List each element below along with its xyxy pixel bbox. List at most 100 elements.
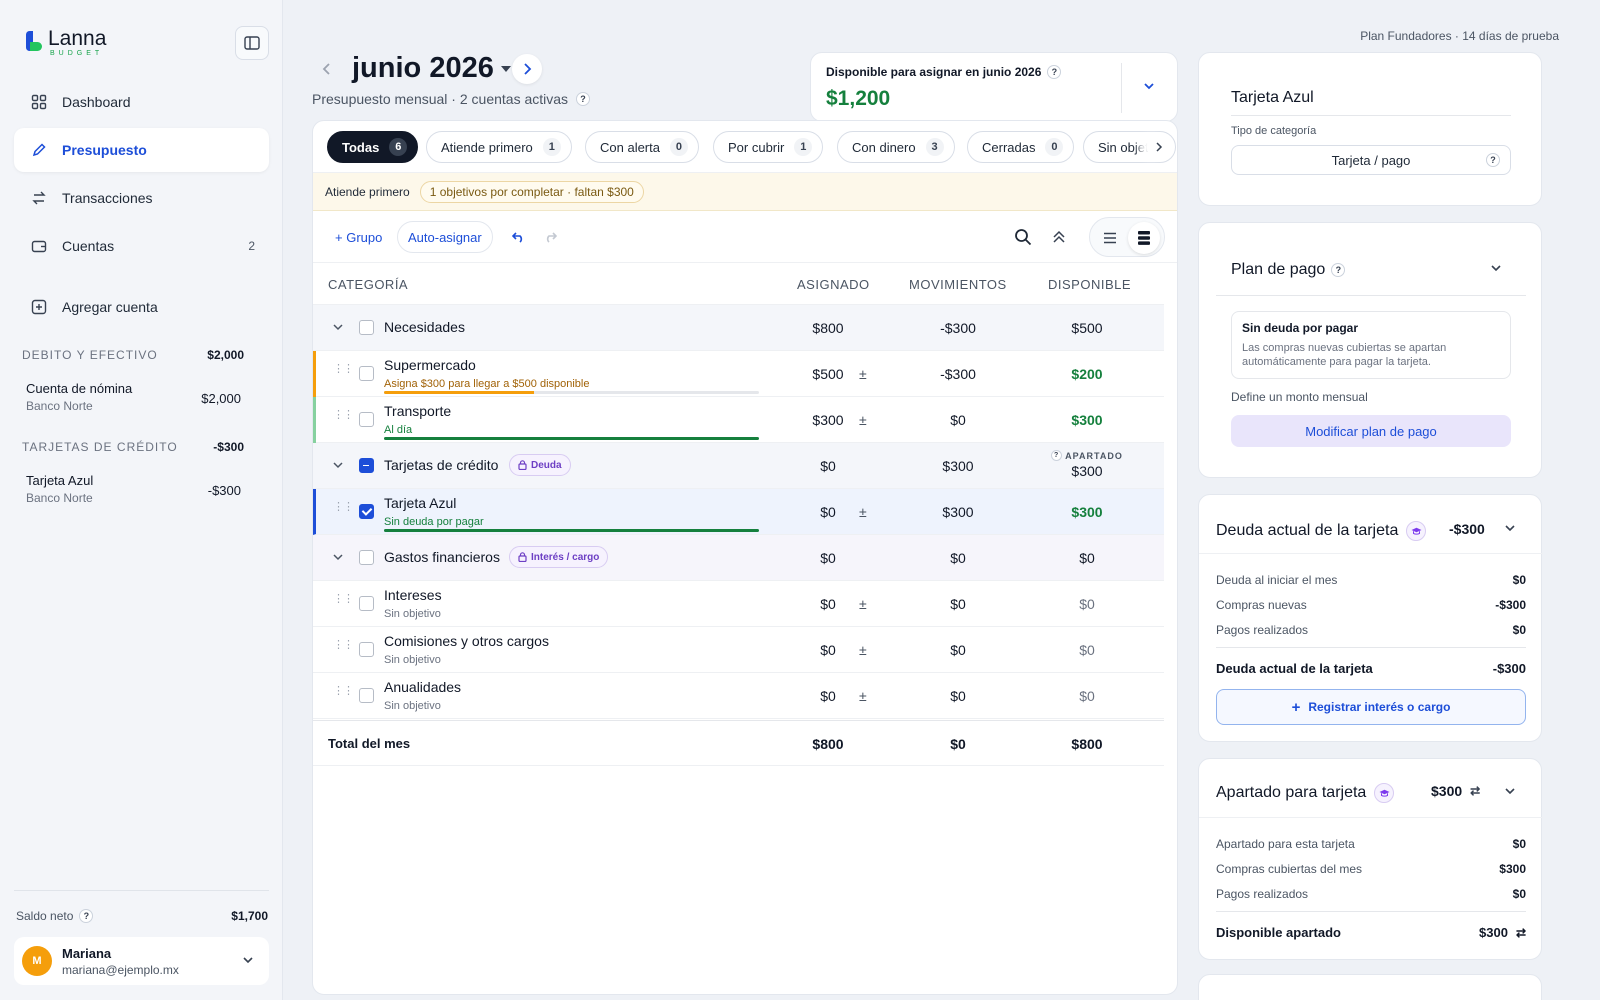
register-interest-button[interactable]: + Registrar interés o cargo — [1216, 689, 1526, 725]
nav-cuentas[interactable]: Cuentas 2 — [14, 224, 269, 268]
assigned-value[interactable]: $0 — [820, 550, 836, 566]
plus-minus-icon[interactable]: ± — [859, 596, 867, 612]
plus-minus-icon[interactable]: ± — [859, 366, 867, 382]
assigned-value[interactable]: $800 — [812, 320, 844, 336]
chevron-down-icon[interactable] — [331, 550, 345, 564]
plus-minus-icon[interactable]: ± — [859, 412, 867, 428]
filter-chip-con-dinero[interactable]: Con dinero 3 — [837, 131, 955, 163]
credit-section-header[interactable]: TARJETAS DE CRÉDITO -$300 — [22, 440, 244, 454]
category-row-anualidades[interactable]: ⋮⋮ Anualidades Sin objetivo $0 ± $0 $0 — [313, 673, 1164, 719]
redo-button[interactable] — [538, 225, 562, 249]
help-icon[interactable]: ? — [1051, 450, 1063, 461]
modify-payment-plan-button[interactable]: Modificar plan de pago — [1231, 415, 1511, 447]
row-checkbox[interactable] — [359, 596, 374, 611]
category-row-comisiones[interactable]: ⋮⋮ Comisiones y otros cargos Sin objetiv… — [313, 627, 1164, 673]
row-checkbox[interactable] — [359, 412, 374, 427]
row-checkbox[interactable] — [359, 642, 374, 657]
sidebar-toggle-button[interactable] — [235, 26, 269, 60]
category-status: Sin deuda por pagar — [384, 516, 484, 528]
filter-chip-todas[interactable]: Todas 6 — [327, 131, 419, 163]
column-available[interactable]: DISPONIBLE — [1048, 277, 1132, 292]
assigned-value[interactable]: $0 — [820, 688, 836, 704]
column-category[interactable]: CATEGORÍA — [328, 277, 409, 292]
drag-handle-icon[interactable]: ⋮⋮ — [333, 639, 354, 651]
chevron-down-icon[interactable] — [331, 320, 345, 334]
help-icon[interactable]: ? — [79, 909, 94, 923]
nav-dashboard[interactable]: Dashboard — [14, 80, 269, 124]
transfer-icon[interactable]: ⇄ — [1470, 784, 1481, 798]
column-activity[interactable]: MOVIMIENTOS — [909, 277, 1007, 292]
add-group-button[interactable]: + Grupo — [335, 229, 383, 245]
filter-chip-por-cubrir[interactable]: Por cubrir 1 — [713, 131, 824, 163]
nav-transacciones[interactable]: Transacciones — [14, 176, 269, 220]
filter-chip-cerradas[interactable]: Cerradas 0 — [967, 131, 1075, 163]
category-type-select[interactable]: Tarjeta / pago ? — [1231, 145, 1511, 175]
category-name: Supermercado — [384, 357, 476, 373]
help-icon[interactable]: ? — [1047, 65, 1062, 79]
row-checkbox[interactable] — [359, 688, 374, 703]
row-checkbox[interactable] — [359, 320, 374, 335]
chevron-down-icon[interactable] — [1503, 521, 1517, 535]
help-icon[interactable]: ? — [1331, 263, 1346, 277]
group-row-tarjetas[interactable]: Tarjetas de crédito Deuda $0 $300 ? APART… — [313, 443, 1164, 489]
row-checkbox[interactable] — [359, 366, 374, 381]
drag-handle-icon[interactable]: ⋮⋮ — [333, 685, 354, 697]
column-assigned[interactable]: ASIGNADO — [797, 277, 870, 292]
assigned-value[interactable]: $0 — [820, 596, 836, 612]
group-row-gastos-financieros[interactable]: Gastos financieros Interés / cargo $0 $0… — [313, 535, 1164, 581]
chevron-down-icon[interactable] — [1503, 784, 1517, 798]
help-icon[interactable]: ? — [576, 92, 591, 106]
assigned-value[interactable]: $500 — [812, 366, 844, 382]
plus-minus-icon[interactable]: ± — [859, 504, 867, 520]
assigned-value[interactable]: $0 — [820, 458, 836, 474]
filter-scroll-button[interactable] — [1147, 135, 1171, 159]
row-checkbox[interactable] — [359, 550, 374, 565]
group-row-necesidades[interactable]: Necesidades $800 -$300 $500 — [313, 305, 1164, 351]
drag-handle-icon[interactable]: ⋮⋮ — [333, 409, 354, 421]
list-view-button[interactable] — [1094, 222, 1126, 254]
filter-chip-con-alerta[interactable]: Con alerta 0 — [585, 131, 699, 163]
drag-handle-icon[interactable]: ⋮⋮ — [333, 501, 354, 513]
row-checkbox[interactable] — [359, 504, 374, 519]
account-item[interactable]: Tarjeta Azul Banco Norte -$300 — [26, 473, 241, 505]
assigned-value[interactable]: $0 — [820, 504, 836, 520]
plus-icon: + — [1291, 698, 1301, 716]
category-detail-title: Tarjeta Azul — [1231, 89, 1314, 106]
brand-logo[interactable]: Lanna BUDGET — [24, 28, 106, 57]
plus-minus-icon[interactable]: ± — [859, 688, 867, 704]
plus-minus-icon[interactable]: ± — [859, 642, 867, 658]
graduation-cap-icon[interactable] — [1374, 783, 1395, 803]
transfer-icon[interactable]: ⇄ — [1515, 925, 1526, 940]
debit-section-header[interactable]: DEBITO Y EFECTIVO $2,000 — [22, 348, 244, 362]
search-button[interactable] — [1011, 225, 1035, 249]
assigned-value[interactable]: $0 — [820, 642, 836, 658]
chevron-down-icon[interactable] — [1489, 261, 1503, 275]
row-checkbox[interactable] — [359, 458, 374, 473]
next-month-button[interactable] — [512, 54, 542, 84]
drag-handle-icon[interactable]: ⋮⋮ — [333, 363, 354, 375]
category-row-transporte[interactable]: ⋮⋮ Transporte Al día $300 ± $0 $300 — [313, 397, 1164, 443]
auto-assign-button[interactable]: Auto-asignar — [397, 221, 493, 253]
assigned-value[interactable]: $300 — [812, 412, 844, 428]
available-expand-button[interactable] — [1142, 79, 1156, 96]
undo-button[interactable] — [507, 225, 531, 249]
nav-presupuesto[interactable]: Presupuesto — [14, 128, 269, 172]
help-icon[interactable]: ? — [1486, 153, 1500, 167]
collapse-all-button[interactable] — [1047, 225, 1071, 249]
category-row-tarjeta-azul[interactable]: ⋮⋮ Tarjeta Azul Sin deuda por pagar $0 ±… — [313, 489, 1164, 535]
account-item[interactable]: Cuenta de nómina Banco Norte $2,000 — [26, 381, 241, 413]
month-selector[interactable]: junio 2026 — [352, 52, 512, 85]
drag-handle-icon[interactable]: ⋮⋮ — [333, 593, 354, 605]
credit-section-title: TARJETAS DE CRÉDITO — [22, 440, 178, 454]
graduation-cap-icon[interactable] — [1406, 521, 1427, 541]
filter-chip-atiende-primero[interactable]: Atiende primero 1 — [426, 131, 572, 163]
sidebar-divider — [14, 890, 269, 891]
chevron-down-icon[interactable] — [331, 458, 345, 472]
category-row-intereses[interactable]: ⋮⋮ Intereses Sin objetivo $0 ± $0 $0 — [313, 581, 1164, 627]
user-menu[interactable]: M Mariana mariana@ejemplo.mx — [14, 937, 269, 985]
prev-month-button[interactable] — [312, 54, 342, 84]
compact-view-button[interactable] — [1128, 222, 1160, 254]
nav-agregar-cuenta[interactable]: Agregar cuenta — [14, 285, 269, 329]
category-row-supermercado[interactable]: ⋮⋮ Supermercado Asigna $300 para llegar … — [313, 351, 1164, 397]
alert-pill[interactable]: 1 objetivos por completar · faltan $300 — [419, 180, 644, 203]
